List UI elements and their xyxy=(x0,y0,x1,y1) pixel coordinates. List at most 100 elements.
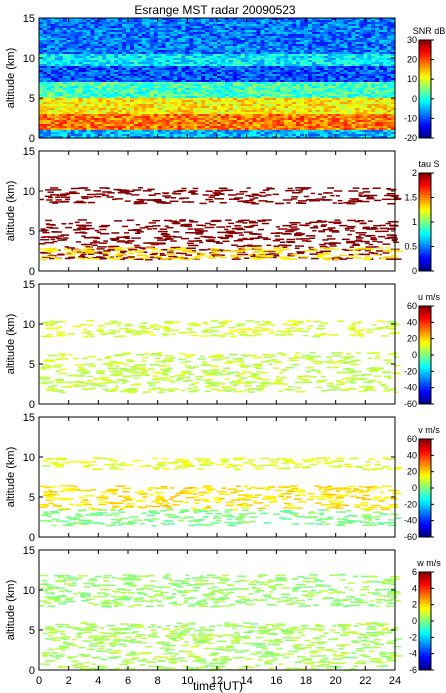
snr-cell xyxy=(205,90,210,93)
snr-cell xyxy=(375,90,380,93)
snr-cell xyxy=(280,18,285,21)
snr-cell xyxy=(256,88,262,91)
snr-cell xyxy=(347,72,353,75)
snr-cell xyxy=(137,56,143,59)
snr-cell xyxy=(248,32,254,35)
snr-cell xyxy=(201,84,206,87)
snr-cell xyxy=(217,66,222,69)
snr-cell xyxy=(268,38,273,41)
snr-cell xyxy=(133,106,139,109)
snr-cell xyxy=(78,80,84,83)
snr-cell xyxy=(351,78,357,81)
snr-cell xyxy=(122,32,127,35)
snr-cell xyxy=(122,102,127,105)
snr-cell xyxy=(240,80,246,83)
snr-cell xyxy=(256,32,262,35)
snr-cell xyxy=(110,82,115,85)
snr-cell xyxy=(153,100,159,103)
snr-cell xyxy=(122,106,127,109)
snr-cell xyxy=(232,38,238,41)
snr-cell xyxy=(70,38,76,41)
snr-cell xyxy=(110,62,115,65)
snr-cell xyxy=(213,58,218,61)
snr-cell xyxy=(153,64,159,67)
snr-cell xyxy=(173,20,179,23)
snr-cell xyxy=(98,82,103,85)
snr-cell xyxy=(284,70,289,73)
snr-cell xyxy=(355,26,360,29)
snr-cell xyxy=(165,44,171,47)
snr-cell xyxy=(193,74,198,77)
snr-cell xyxy=(165,20,171,23)
snr-cell xyxy=(367,20,372,23)
snr-cell xyxy=(177,20,182,23)
snr-cell xyxy=(66,40,72,43)
snr-cell xyxy=(209,80,214,83)
snr-cell xyxy=(110,46,115,49)
snr-cell xyxy=(264,32,270,35)
snr-cell xyxy=(387,32,392,35)
snr-cell xyxy=(343,68,349,71)
snr-cell xyxy=(268,44,273,47)
snr-cell xyxy=(343,38,349,41)
snr-cell xyxy=(391,50,396,53)
snr-cell xyxy=(351,102,357,105)
snr-cell xyxy=(264,88,270,91)
snr-cell xyxy=(39,38,44,41)
snr-cell xyxy=(327,32,333,35)
snr-cell xyxy=(213,64,218,67)
snr-cell xyxy=(102,38,107,41)
snr-cell xyxy=(292,92,297,95)
snr-cell xyxy=(205,82,210,85)
snr-cell xyxy=(137,22,143,25)
snr-cell xyxy=(347,42,353,45)
snr-cell xyxy=(54,82,60,85)
snr-cell xyxy=(264,76,270,79)
snr-cell xyxy=(149,58,155,61)
snr-cell xyxy=(327,42,333,45)
snr-cell xyxy=(252,42,258,45)
snr-cell xyxy=(205,106,210,109)
snr-cell xyxy=(264,26,270,29)
snr-cell xyxy=(78,62,84,65)
snr-cell xyxy=(304,74,309,77)
snr-cell xyxy=(62,80,68,83)
snr-cell xyxy=(276,70,281,73)
snr-cell xyxy=(54,22,60,25)
snr-cell xyxy=(280,82,285,85)
snr-cell xyxy=(189,20,194,23)
snr-cell xyxy=(129,42,135,45)
snr-cell xyxy=(98,68,103,71)
snr-cell xyxy=(375,96,380,99)
snr-cell xyxy=(383,102,388,105)
snr-cell xyxy=(288,42,293,45)
snr-cell xyxy=(153,102,159,105)
snr-cell xyxy=(189,22,194,25)
snr-cell xyxy=(157,102,163,105)
snr-cell xyxy=(42,74,48,77)
snr-cell xyxy=(165,70,171,73)
snr-cell xyxy=(272,84,277,87)
snr-cell xyxy=(74,84,80,87)
snr-cell xyxy=(292,66,297,69)
snr-cell xyxy=(46,18,52,21)
snr-cell xyxy=(122,100,127,103)
snr-cell xyxy=(189,18,194,21)
snr-cell xyxy=(268,30,273,33)
snr-cell xyxy=(300,68,305,71)
snr-cell xyxy=(205,66,210,69)
snr-cell xyxy=(141,84,147,87)
snr-cell xyxy=(110,86,115,89)
snr-cell xyxy=(244,64,250,67)
snr-cell xyxy=(276,102,281,105)
snr-cell xyxy=(248,26,254,29)
snr-cell xyxy=(307,66,313,69)
snr-cell xyxy=(367,102,372,105)
snr-cell xyxy=(292,88,297,91)
snr-cell xyxy=(70,56,76,59)
snr-cell xyxy=(284,22,289,25)
snr-cell xyxy=(39,22,44,25)
snr-cell xyxy=(46,94,52,97)
snr-cell xyxy=(217,58,222,61)
snr-cell xyxy=(335,28,341,31)
